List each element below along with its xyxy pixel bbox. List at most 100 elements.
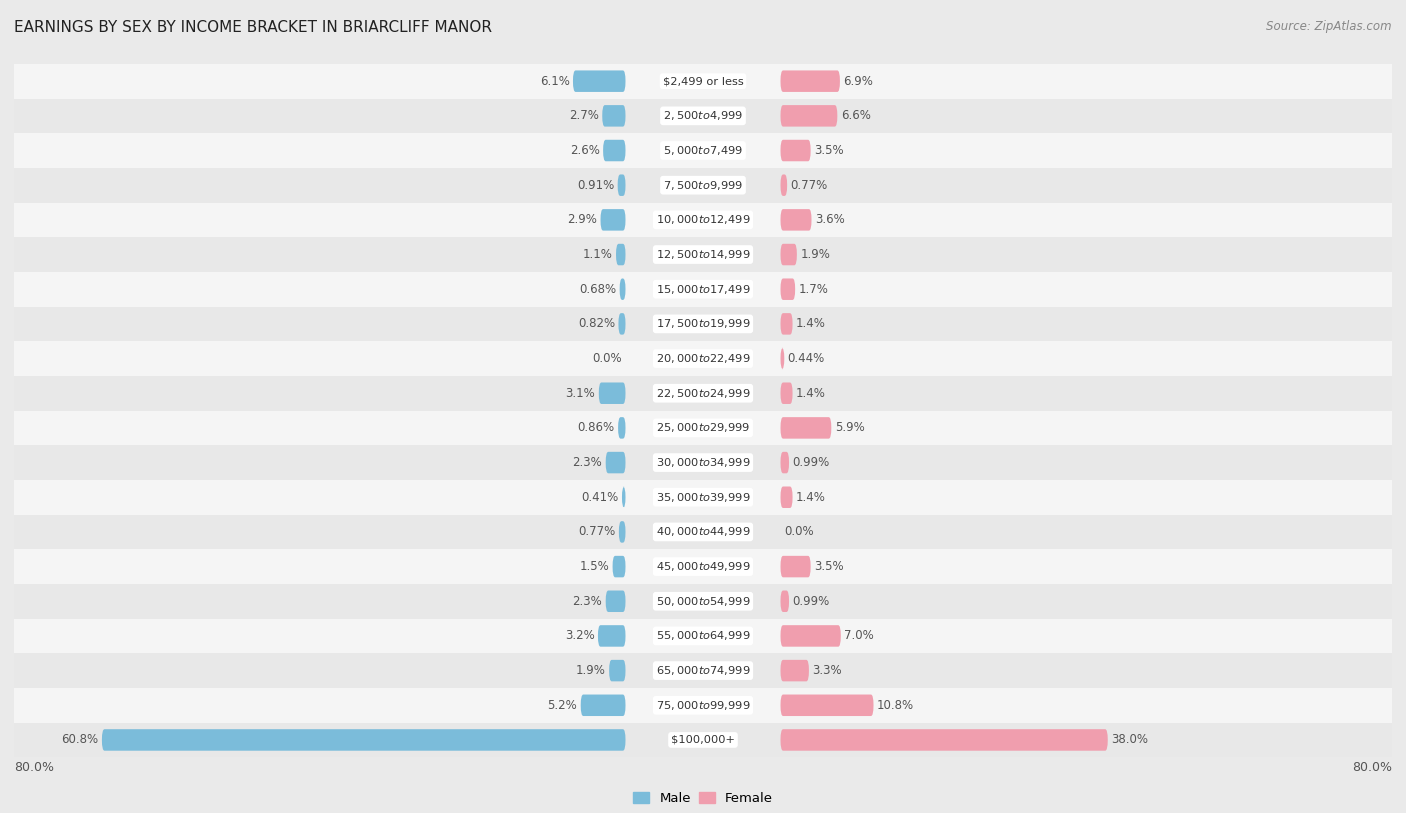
Bar bbox=[14, 133, 1392, 167]
FancyBboxPatch shape bbox=[619, 521, 626, 542]
Text: 3.5%: 3.5% bbox=[814, 144, 844, 157]
FancyBboxPatch shape bbox=[780, 382, 793, 404]
Text: 3.2%: 3.2% bbox=[565, 629, 595, 642]
Text: 38.0%: 38.0% bbox=[1111, 733, 1149, 746]
Text: $25,000 to $29,999: $25,000 to $29,999 bbox=[655, 421, 751, 434]
FancyBboxPatch shape bbox=[574, 71, 626, 92]
Text: 6.9%: 6.9% bbox=[844, 75, 873, 88]
Text: $2,500 to $4,999: $2,500 to $4,999 bbox=[664, 110, 742, 122]
Text: 0.82%: 0.82% bbox=[578, 317, 614, 330]
Text: 1.5%: 1.5% bbox=[579, 560, 609, 573]
Text: EARNINGS BY SEX BY INCOME BRACKET IN BRIARCLIFF MANOR: EARNINGS BY SEX BY INCOME BRACKET IN BRI… bbox=[14, 20, 492, 35]
Bar bbox=[14, 307, 1392, 341]
FancyBboxPatch shape bbox=[602, 105, 626, 127]
FancyBboxPatch shape bbox=[609, 660, 626, 681]
FancyBboxPatch shape bbox=[780, 244, 797, 265]
Bar bbox=[14, 237, 1392, 272]
FancyBboxPatch shape bbox=[780, 105, 838, 127]
FancyBboxPatch shape bbox=[616, 244, 626, 265]
FancyBboxPatch shape bbox=[101, 729, 626, 750]
Text: 1.4%: 1.4% bbox=[796, 317, 825, 330]
Text: 2.9%: 2.9% bbox=[567, 213, 598, 226]
Text: 60.8%: 60.8% bbox=[62, 733, 98, 746]
Bar bbox=[14, 341, 1392, 376]
FancyBboxPatch shape bbox=[581, 694, 626, 716]
Text: 5.9%: 5.9% bbox=[835, 421, 865, 434]
Text: 1.4%: 1.4% bbox=[796, 491, 825, 504]
Text: 3.1%: 3.1% bbox=[565, 387, 595, 400]
FancyBboxPatch shape bbox=[780, 729, 1108, 750]
Bar bbox=[14, 688, 1392, 723]
Text: 0.99%: 0.99% bbox=[793, 595, 830, 608]
Text: 1.9%: 1.9% bbox=[800, 248, 830, 261]
Text: 3.3%: 3.3% bbox=[813, 664, 842, 677]
FancyBboxPatch shape bbox=[603, 140, 626, 161]
Bar bbox=[14, 167, 1392, 202]
Text: 80.0%: 80.0% bbox=[1353, 762, 1392, 775]
Bar bbox=[14, 619, 1392, 654]
Text: $30,000 to $34,999: $30,000 to $34,999 bbox=[655, 456, 751, 469]
Text: 3.6%: 3.6% bbox=[815, 213, 845, 226]
FancyBboxPatch shape bbox=[621, 486, 626, 508]
FancyBboxPatch shape bbox=[619, 313, 626, 335]
FancyBboxPatch shape bbox=[780, 175, 787, 196]
Bar bbox=[14, 550, 1392, 584]
Text: 1.9%: 1.9% bbox=[576, 664, 606, 677]
FancyBboxPatch shape bbox=[606, 452, 626, 473]
Text: $2,499 or less: $2,499 or less bbox=[662, 76, 744, 86]
Bar bbox=[14, 272, 1392, 307]
FancyBboxPatch shape bbox=[613, 556, 626, 577]
Text: $5,000 to $7,499: $5,000 to $7,499 bbox=[664, 144, 742, 157]
Text: 0.91%: 0.91% bbox=[576, 179, 614, 192]
FancyBboxPatch shape bbox=[780, 452, 789, 473]
Text: $15,000 to $17,499: $15,000 to $17,499 bbox=[655, 283, 751, 296]
Text: 80.0%: 80.0% bbox=[14, 762, 53, 775]
Bar bbox=[14, 98, 1392, 133]
FancyBboxPatch shape bbox=[780, 209, 811, 231]
Text: 0.77%: 0.77% bbox=[578, 525, 616, 538]
Text: $55,000 to $64,999: $55,000 to $64,999 bbox=[655, 629, 751, 642]
Text: $17,500 to $19,999: $17,500 to $19,999 bbox=[655, 317, 751, 330]
Bar bbox=[14, 654, 1392, 688]
Text: 0.77%: 0.77% bbox=[790, 179, 828, 192]
Bar bbox=[14, 376, 1392, 411]
FancyBboxPatch shape bbox=[780, 556, 811, 577]
FancyBboxPatch shape bbox=[600, 209, 626, 231]
Text: $40,000 to $44,999: $40,000 to $44,999 bbox=[655, 525, 751, 538]
Bar bbox=[14, 64, 1392, 98]
Text: 2.3%: 2.3% bbox=[572, 595, 602, 608]
Text: 3.5%: 3.5% bbox=[814, 560, 844, 573]
Text: 0.68%: 0.68% bbox=[579, 283, 616, 296]
Bar bbox=[14, 446, 1392, 480]
Bar bbox=[14, 202, 1392, 237]
FancyBboxPatch shape bbox=[620, 279, 626, 300]
FancyBboxPatch shape bbox=[780, 417, 831, 439]
FancyBboxPatch shape bbox=[780, 279, 796, 300]
Text: $12,500 to $14,999: $12,500 to $14,999 bbox=[655, 248, 751, 261]
Text: $65,000 to $74,999: $65,000 to $74,999 bbox=[655, 664, 751, 677]
Bar bbox=[14, 480, 1392, 515]
Bar bbox=[14, 411, 1392, 446]
FancyBboxPatch shape bbox=[780, 71, 839, 92]
Text: $75,000 to $99,999: $75,000 to $99,999 bbox=[655, 699, 751, 711]
Text: Source: ZipAtlas.com: Source: ZipAtlas.com bbox=[1267, 20, 1392, 33]
Text: 2.3%: 2.3% bbox=[572, 456, 602, 469]
Text: 5.2%: 5.2% bbox=[547, 699, 578, 711]
Text: $100,000+: $100,000+ bbox=[671, 735, 735, 745]
Text: $7,500 to $9,999: $7,500 to $9,999 bbox=[664, 179, 742, 192]
FancyBboxPatch shape bbox=[780, 625, 841, 646]
Text: 0.41%: 0.41% bbox=[581, 491, 619, 504]
Text: $10,000 to $12,499: $10,000 to $12,499 bbox=[655, 213, 751, 226]
Text: $35,000 to $39,999: $35,000 to $39,999 bbox=[655, 491, 751, 504]
FancyBboxPatch shape bbox=[780, 694, 873, 716]
FancyBboxPatch shape bbox=[780, 140, 811, 161]
Text: $22,500 to $24,999: $22,500 to $24,999 bbox=[655, 387, 751, 400]
Text: 1.4%: 1.4% bbox=[796, 387, 825, 400]
Text: 7.0%: 7.0% bbox=[844, 629, 875, 642]
Text: 0.99%: 0.99% bbox=[793, 456, 830, 469]
Text: 0.0%: 0.0% bbox=[592, 352, 621, 365]
Text: 1.1%: 1.1% bbox=[582, 248, 613, 261]
Bar bbox=[14, 515, 1392, 550]
Text: 6.6%: 6.6% bbox=[841, 110, 870, 122]
FancyBboxPatch shape bbox=[619, 417, 626, 439]
